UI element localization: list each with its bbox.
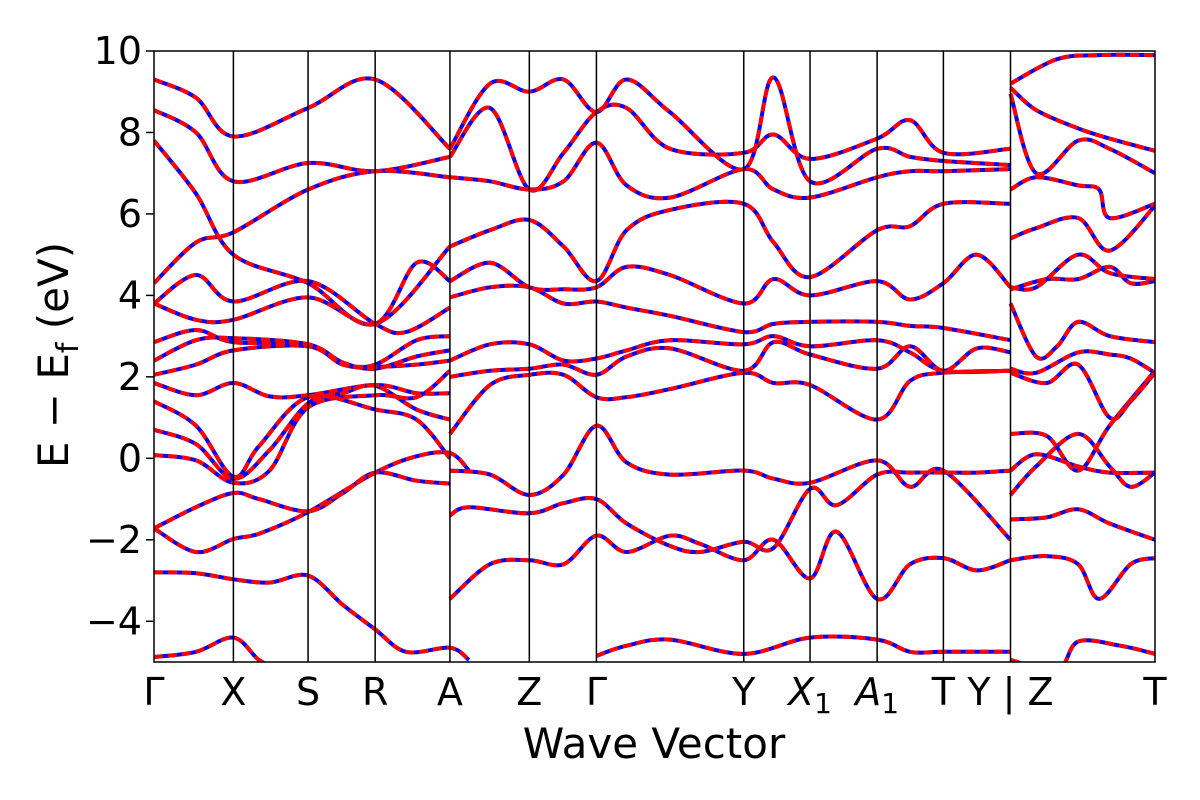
y-tick-label: 6 xyxy=(118,192,142,236)
band-line-red xyxy=(448,102,1011,193)
band-line-red xyxy=(595,634,1011,658)
band-line-red xyxy=(154,259,452,327)
band-line-red xyxy=(449,339,1011,379)
x-tick-label: A1 xyxy=(852,670,899,720)
y-axis-ticks: −4 −2 0 2 4 6 8 10 xyxy=(86,29,154,643)
band-line-red xyxy=(154,272,451,336)
band-line-red xyxy=(449,423,1012,542)
bands-layer-red xyxy=(154,52,1155,662)
y-tick-label: 10 xyxy=(94,29,142,73)
x-tick-label: A xyxy=(437,670,463,714)
band-line-red xyxy=(154,327,451,370)
y-tick-label: −2 xyxy=(86,518,142,562)
y-tick-label: 2 xyxy=(118,355,142,399)
band-line-blue xyxy=(449,423,1012,542)
band-line-red xyxy=(154,635,267,662)
band-line-red xyxy=(1009,52,1155,86)
band-line-red xyxy=(449,334,1011,375)
band-line-red xyxy=(154,393,452,479)
band-line-blue xyxy=(154,259,452,327)
band-line-red xyxy=(154,380,450,400)
band-line-red xyxy=(154,450,471,555)
x-tick-label: Γ xyxy=(143,670,164,714)
y-tick-label: 8 xyxy=(118,110,142,154)
band-line-blue xyxy=(448,368,1011,436)
band-line-red xyxy=(154,168,451,285)
y-tick-label: 4 xyxy=(118,273,142,317)
band-line-red xyxy=(448,368,1011,436)
band-line-blue xyxy=(448,529,1012,602)
x-tick-label: S xyxy=(296,670,320,714)
band-line-red xyxy=(1008,93,1155,177)
band-line-red xyxy=(449,283,1011,343)
band-line-red xyxy=(1009,361,1155,421)
band-line-red xyxy=(1009,638,1155,662)
x-axis-label: Wave Vector xyxy=(523,719,786,768)
bands-layer-blue xyxy=(154,52,1155,662)
x-tick-label: T xyxy=(931,670,956,714)
band-line-red xyxy=(154,343,451,377)
band-line-blue xyxy=(154,139,452,327)
y-axis-label: E − Ef (eV) xyxy=(29,242,86,468)
band-line-red xyxy=(449,199,1011,284)
band-line-blue xyxy=(448,102,1011,193)
x-tick-label: X xyxy=(220,670,246,714)
band-line-red xyxy=(1008,431,1155,497)
band-line-red xyxy=(1010,369,1155,473)
x-tick-label: T xyxy=(1142,670,1167,714)
band-line-red xyxy=(448,529,1012,602)
band-line-red xyxy=(154,76,452,151)
y-tick-label: −4 xyxy=(86,599,142,643)
band-line-red xyxy=(1010,554,1155,601)
band-line-red xyxy=(1009,175,1155,221)
x-tick-label: Z xyxy=(516,670,542,714)
band-line-red xyxy=(154,108,451,185)
band-line-red xyxy=(1009,86,1155,153)
plot-frame xyxy=(153,50,1156,663)
x-tick-label: Y xyxy=(731,670,756,714)
band-line-red xyxy=(448,468,1011,555)
band-line-red xyxy=(1009,452,1155,476)
band-line-red xyxy=(1010,252,1155,292)
y-tick-label: 0 xyxy=(118,436,142,480)
band-line-blue xyxy=(154,570,471,662)
band-line-red xyxy=(1008,302,1155,361)
band-line-blue xyxy=(154,470,451,531)
band-line-blue xyxy=(1009,52,1155,86)
band-line-red xyxy=(154,570,471,662)
x-tick-label: Γ xyxy=(586,670,607,714)
band-line-red xyxy=(449,140,1011,201)
band-line-red xyxy=(448,75,1011,186)
band-line-red xyxy=(448,252,1012,306)
x-tick-label: Y | Z xyxy=(966,670,1053,715)
band-line-red xyxy=(154,369,452,486)
band-line-red xyxy=(1010,349,1155,376)
band-line-blue xyxy=(154,168,451,285)
band-line-blue xyxy=(154,272,451,336)
band-line-blue xyxy=(449,199,1011,284)
band-line-red xyxy=(1010,507,1155,542)
band-line-blue xyxy=(1010,507,1155,542)
x-tick-label: X1 xyxy=(786,670,832,720)
kpath-lines xyxy=(232,51,1012,662)
band-line-red xyxy=(154,335,451,371)
band-line-red xyxy=(1009,204,1155,253)
band-line-blue xyxy=(1009,638,1155,662)
band-line-blue xyxy=(1009,175,1155,221)
band-line-blue xyxy=(154,450,471,555)
band-line-red xyxy=(154,470,451,531)
x-tick-label: R xyxy=(362,670,388,714)
